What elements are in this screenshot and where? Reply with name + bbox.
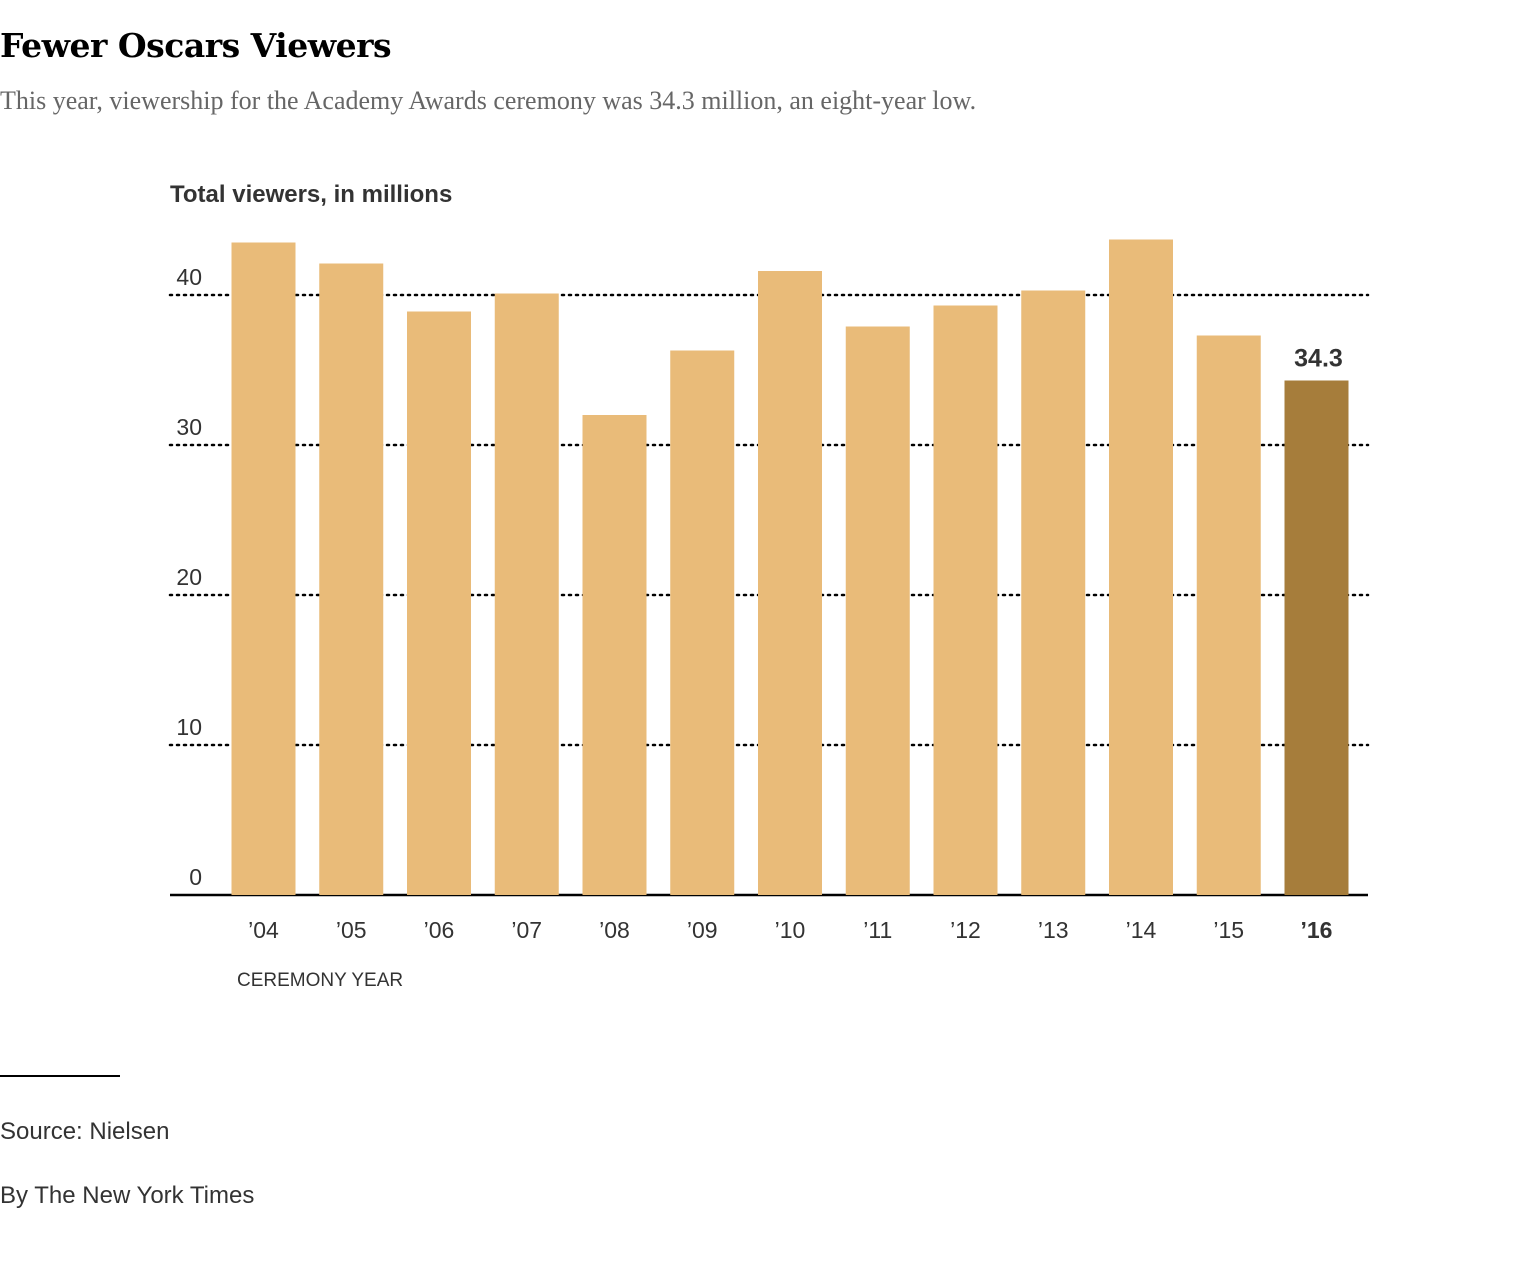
x-tick-label: ’14 — [1126, 917, 1157, 943]
x-tick-label: ’16 — [1301, 917, 1333, 943]
x-tick-label: ’09 — [687, 917, 718, 943]
bars — [231, 239, 1349, 895]
bar-8 — [933, 305, 998, 895]
labels: 0 10 20 30 40 ’04 ’05 ’06 ’07 ’08 ’09 ’10 ’11 ’12 ’13 ’… — [176, 264, 1342, 943]
bar-4 — [582, 415, 647, 895]
bar-6 — [758, 271, 822, 895]
x-tick-label: ’11 — [863, 917, 892, 943]
y-tick-label: 20 — [176, 564, 202, 590]
x-tick-label: ’13 — [1038, 917, 1069, 943]
bar-0 — [231, 242, 296, 895]
chart-title: Fewer Oscars Viewers — [0, 26, 392, 65]
bar-2 — [407, 311, 471, 895]
y-tick-label: 10 — [176, 714, 202, 740]
y-tick-label: 30 — [176, 414, 202, 440]
source-note: Source: Nielsen — [0, 1118, 170, 1145]
y-axis-title: Total viewers, in millions — [170, 181, 452, 208]
bar-9 — [1021, 290, 1086, 895]
bar-1 — [319, 263, 384, 895]
bar-7 — [845, 326, 910, 895]
credit-note: By The New York Times — [0, 1182, 255, 1209]
bar-10 — [1109, 239, 1173, 895]
bar-5 — [670, 350, 735, 895]
y-tick-label: 40 — [176, 264, 202, 290]
x-tick-label: ’05 — [336, 917, 367, 943]
chart-subtitle: This year, viewership for the Academy Aw… — [0, 86, 977, 115]
x-tick-label: ’07 — [511, 917, 542, 943]
x-tick-label: ’15 — [1213, 917, 1244, 943]
y-tick-label: 0 — [189, 864, 202, 890]
bar-3 — [494, 293, 559, 895]
x-tick-label: ’04 — [248, 917, 279, 943]
x-tick-label: ’10 — [775, 917, 806, 943]
bar-11 — [1196, 335, 1261, 895]
bar-chart: Total viewers, in millions 0 10 20 30 40 ’04 ’… — [168, 181, 1370, 991]
bar-12 — [1284, 380, 1349, 895]
x-axis-title: CEREMONY YEAR — [237, 970, 403, 991]
highlight-value-label: 34.3 — [1294, 345, 1343, 373]
x-tick-label: ’12 — [950, 917, 981, 943]
x-tick-label: ’08 — [599, 917, 630, 943]
x-tick-label: ’06 — [424, 917, 455, 943]
footer-divider — [0, 1075, 120, 1077]
